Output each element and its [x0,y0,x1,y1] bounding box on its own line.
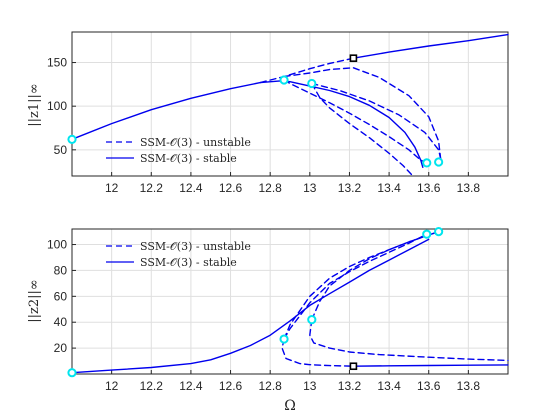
bottom-legend: SSM-𝒪(3) - unstable SSM-𝒪(3) - stable [106,240,251,269]
bottom-y-tick-label: 80 [54,263,68,277]
top-series [71,33,509,177]
bottom-stable-branch-1 [352,364,509,367]
bottom-legend-stable-label: SSM-𝒪(3) - stable [140,256,237,269]
top-x-tick-label: 13.8 [457,181,481,195]
bottom-axes: 12 12.2 12.4 12.6 12.8 13 13.2 13.4 13.6 13.8 20 40… [27,226,509,393]
top-square-marker [349,54,358,62]
bottom-markers [67,226,444,378]
top-legend: SSM-𝒪(3) - unstable SSM-𝒪(3) - stable [106,136,251,165]
bottom-x-tick-label: 13.4 [377,379,401,393]
top-bifurcation-marker [422,158,432,168]
top-bifurcation-marker [434,157,444,167]
top-axes-frame [71,31,509,177]
top-y-tick-label: 150 [47,56,67,70]
top-x-tick-label: 12.6 [219,181,243,195]
bottom-x-tick-label: 13.2 [338,379,362,393]
top-unstable-branch-2 [259,57,355,84]
bottom-bifurcation-marker [422,229,432,239]
top-x-tick-label: 13.4 [377,181,401,195]
bottom-series [71,230,509,374]
bottom-grid [72,229,508,374]
bottom-x-tick-label: 12 [105,379,119,393]
top-grid [72,32,508,176]
bottom-y-tick-label: 20 [54,341,68,355]
bottom-x-tick-label: 13.8 [457,379,481,393]
top-x-tick-label: 12.8 [259,181,283,195]
top-bifurcation-marker [67,134,77,144]
bottom-x-tick-label: 12.6 [219,379,243,393]
bottom-legend-unstable-label: SSM-𝒪(3) - unstable [140,240,251,253]
bottom-x-tick-label: 13.6 [417,379,441,393]
bottom-x-tick-label: 13 [303,379,317,393]
top-ylabel: ||z1||∞ [27,83,42,126]
bottom-y-tick-label: 40 [54,315,68,329]
top-axes: 12 12.2 12.4 12.6 12.8 13 13.2 13.4 13.6 13.8 50 10… [27,31,509,195]
top-legend-stable-label: SSM-𝒪(3) - stable [140,152,237,165]
x-axis-label: Ω [284,398,296,414]
bottom-unstable-branch-4 [281,338,355,367]
top-unstable-branch-5 [311,82,414,177]
top-stable-branch-1 [352,33,509,59]
bottom-x-tick-label: 12.4 [179,379,203,393]
bottom-bifurcation-marker [307,315,317,325]
bottom-bifurcation-marker [279,334,289,344]
bottom-tick-labels: 12 12.2 12.4 12.6 12.8 13 13.2 13.4 13.6 13.8 20 40… [47,238,480,393]
bottom-stable-branch-0 [71,238,430,374]
bottom-unstable-branch-6 [311,230,440,321]
top-x-tick-label: 12.2 [140,181,164,195]
top-bifurcation-marker [307,78,317,89]
top-bifurcation-marker [279,75,289,85]
top-y-tick-label: 100 [47,99,67,113]
top-x-tick-label: 12.4 [179,181,203,195]
bottom-square-marker [349,362,358,371]
bottom-y-tick-label: 60 [54,289,68,303]
top-unstable-branch-3 [283,79,428,165]
bottom-bifurcation-marker [67,368,77,378]
top-unstable-branch-4 [283,67,442,164]
top-y-tick-label: 50 [54,143,68,157]
bottom-y-tick-label: 100 [47,238,67,252]
top-x-tick-label: 12 [105,181,119,195]
bottom-bifurcation-marker [434,226,444,237]
top-legend-unstable-label: SSM-𝒪(3) - unstable [140,136,251,149]
bottom-unstable-branch-5 [309,318,509,362]
bottom-ylabel: ||z2||∞ [27,279,42,322]
bottom-axes-frame [71,228,509,375]
top-unstable-branch-6 [311,82,442,164]
top-x-tick-label: 13.2 [338,181,362,195]
top-tick-labels: 12 12.2 12.4 12.6 12.8 13 13.2 13.4 13.6 13.8 50 10… [47,56,480,195]
bottom-unstable-branch-3 [283,230,440,340]
bottom-x-tick-label: 12.8 [259,379,283,393]
top-x-tick-label: 13.6 [417,181,441,195]
top-markers [67,54,444,168]
top-x-tick-label: 13 [303,181,317,195]
bottom-unstable-branch-2 [283,233,428,340]
bottom-x-tick-label: 12.2 [140,379,164,393]
